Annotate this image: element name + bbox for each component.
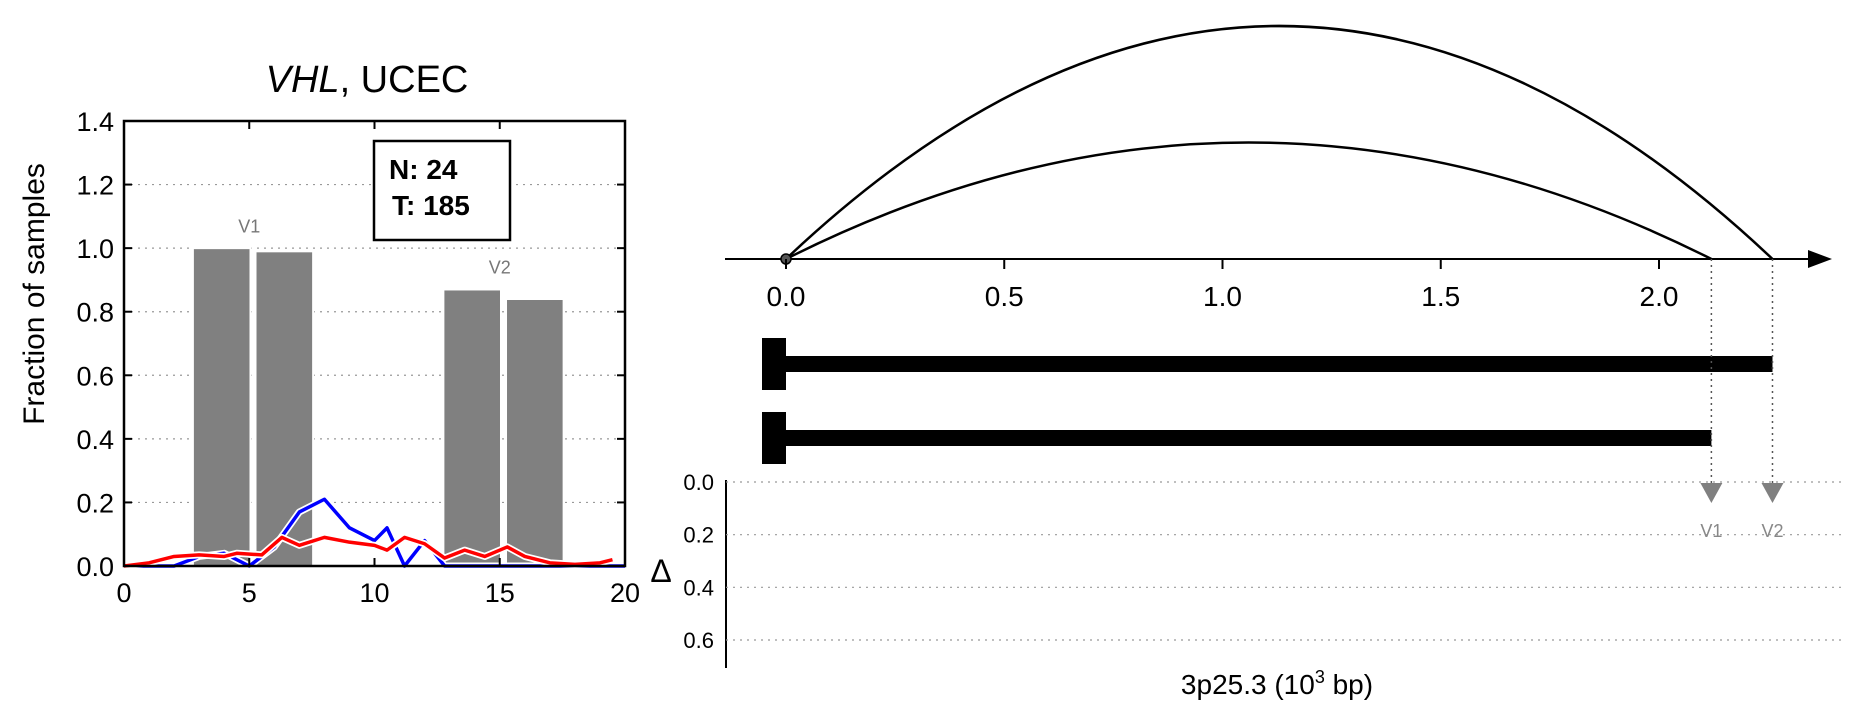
genome-tick-label: 1.0	[1203, 281, 1242, 312]
genome-tick-label: 0.5	[985, 281, 1024, 312]
delta-tick-label: 0.4	[683, 575, 714, 600]
y-tick-label: 0.2	[76, 488, 114, 518]
delta-tick-label: 0.6	[683, 628, 714, 653]
y-tick-label: 0.4	[76, 425, 114, 455]
bar	[505, 298, 565, 567]
axis-arrowhead	[1808, 250, 1832, 268]
bar-group-label: V1	[238, 216, 260, 236]
genome-tick-label: 1.5	[1421, 281, 1460, 312]
y-axis-label: Fraction of samples	[18, 163, 51, 425]
title-rest: , UCEC	[340, 59, 469, 101]
series-line-1	[124, 497, 625, 568]
tumor-count: T: 185	[392, 190, 470, 221]
x-tick-label: 15	[485, 578, 515, 608]
isoform-track-2	[786, 430, 1712, 446]
y-ticks: 0.0 0.2 0.4 0.6 0.8 1.0 1.2 1.4	[76, 107, 625, 582]
x-ticks: 0 5 10 15 20	[116, 121, 640, 608]
normal-count: N: 24	[389, 154, 458, 185]
chart-title: VHL, UCEC	[266, 59, 469, 101]
isoform-exon-block	[762, 338, 786, 390]
isoform-track-1	[786, 356, 1773, 372]
delta-tick-label: 0.2	[683, 523, 714, 548]
y-tick-label: 0.6	[76, 361, 114, 391]
x-tick-label: 0	[116, 578, 131, 608]
variant-marker	[1761, 483, 1784, 503]
genome-x-label-exponent: 3	[1315, 667, 1325, 687]
isoform-tracks	[762, 338, 1773, 464]
isoform-exon-block	[762, 412, 786, 464]
bar	[191, 247, 252, 567]
splice-arcs	[785, 24, 1774, 261]
delta-gridlines	[726, 481, 1845, 641]
variant-label: V1	[1700, 521, 1722, 541]
bar-group-label: V2	[489, 258, 511, 278]
title-gene: VHL	[266, 59, 340, 101]
genome-tick-label: 2.0	[1640, 281, 1679, 312]
variant-guides	[1710, 259, 1774, 488]
x-tick-label: 5	[242, 578, 257, 608]
series-lines	[123, 495, 625, 570]
x-tick-label: 10	[359, 578, 389, 608]
variant-label: V2	[1761, 521, 1783, 541]
bar-labels: V1 V2	[238, 216, 511, 277]
bar	[254, 250, 315, 567]
splice-arc-1	[785, 24, 1774, 260]
sample-count-box: N: 24 T: 185	[372, 139, 512, 242]
y-tick-label: 0.8	[76, 298, 114, 328]
y-tick-label: 1.2	[76, 171, 114, 201]
y-tick-label: 1.4	[76, 107, 114, 137]
genome-x-label: 3p25.3 (103 bp)	[1181, 667, 1373, 700]
right-chart-panel: 0.0 0.5 1.0 1.5 2.0 0.0 0.2 0.4 0.6 Δ V1 V2 3p25…	[650, 24, 1845, 700]
genome-x-label-unit: bp)	[1325, 669, 1373, 700]
delta-y-ticks: 0.0 0.2 0.4 0.6	[683, 470, 714, 653]
genome-x-label-main: 3p25.3 (10	[1181, 669, 1315, 700]
x-tick-label: 20	[610, 578, 640, 608]
delta-label: Δ	[650, 553, 671, 589]
sample-count-frame	[372, 139, 512, 242]
delta-panel: 0.0 0.2 0.4 0.6 Δ V1 V2	[650, 470, 1845, 668]
bar	[442, 288, 503, 567]
y-tick-label: 1.0	[76, 234, 114, 264]
variant-markers: V1 V2	[1700, 483, 1784, 541]
delta-tick-label: 0.0	[683, 470, 714, 495]
splice-arc-2	[785, 141, 1712, 261]
series-line-2	[123, 535, 613, 568]
genome-tick-label: 0.0	[767, 281, 806, 312]
y-tick-label: 0.0	[76, 552, 114, 582]
genome-x-ticks: 0.0 0.5 1.0 1.5 2.0	[767, 259, 1679, 312]
variant-marker	[1700, 483, 1723, 503]
bars	[191, 247, 565, 567]
